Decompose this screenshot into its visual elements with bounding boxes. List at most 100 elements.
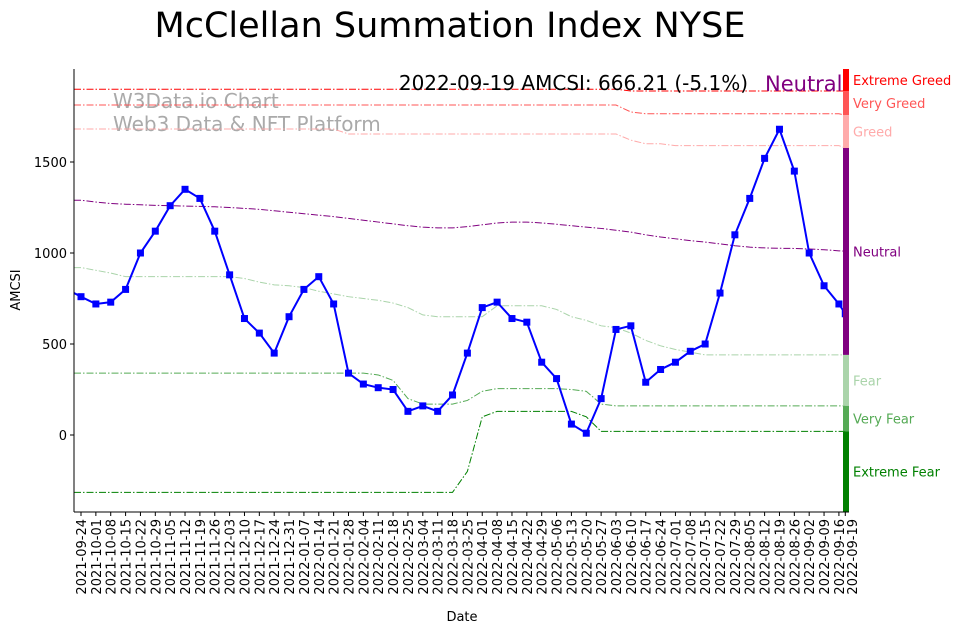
x-tick-label: 2022-04-22 [521,519,536,595]
amcsi-marker [300,285,308,293]
amcsi-marker [805,249,813,257]
x-tick-label: 2022-01-14 [313,519,328,595]
zone-bar-very-fear [843,405,849,432]
x-tick-label: 2022-03-11 [432,519,447,595]
amcsi-marker [746,194,754,202]
zone-label-neutral: Neutral [853,245,901,260]
amcsi-marker [582,429,590,437]
amcsi-marker [775,125,783,133]
zone-label-very-fear: Very Fear [853,413,915,428]
x-tick-label: 2021-10-01 [90,519,105,595]
zone-label-very-greed: Very Greed [853,97,925,112]
amcsi-marker [449,391,457,399]
x-tick-label: 2022-06-17 [640,519,655,595]
x-tick-label: 2022-05-20 [580,519,595,595]
y-axis-label: AMCSI [9,269,24,310]
amcsi-marker [404,407,412,415]
x-tick-label: 2021-12-24 [268,519,283,595]
amcsi-marker [434,407,442,415]
watermark-line-2: Web3 Data & NFT Platform [113,112,381,136]
zone-label-extreme-greed: Extreme Greed [853,74,951,89]
zone-label-greed: Greed [853,126,892,141]
amcsi-marker [211,227,219,235]
x-tick-label: 2021-10-29 [149,519,164,595]
x-tick-label: 2022-02-25 [402,519,417,595]
current-state-annotation: Neutral [765,72,843,96]
amcsi-marker [226,271,234,279]
x-tick-label: 2022-02-11 [372,519,387,595]
amcsi-marker [701,340,709,348]
amcsi-marker [538,358,546,366]
x-tick-label: 2022-02-04 [357,519,372,595]
amcsi-marker [478,304,486,312]
amcsi-marker [612,325,620,333]
amcsi-marker [553,375,561,383]
x-tick-label: 2022-08-12 [759,519,774,595]
x-tick-label: 2021-10-08 [105,519,120,595]
threshold-line-extreme-fear [74,410,846,493]
amcsi-marker [270,349,278,357]
x-tick-label: 2022-08-05 [744,519,759,595]
x-tick-label: 2021-11-19 [194,519,209,595]
x-tick-label: 2022-04-01 [476,519,491,595]
amcsi-marker [790,167,798,175]
current-value-annotation: 2022-09-19 AMCSI: 666.21 (-5.1%) [399,71,748,95]
x-tick-label: 2022-05-13 [565,519,580,595]
amcsi-marker [686,347,694,355]
amcsi-marker [597,395,605,403]
threshold-line-neutral [74,199,846,252]
amcsi-marker [642,378,650,386]
chart-title: McClellan Summation Index NYSE [155,6,746,46]
amcsi-marker [315,273,323,281]
zone-bar-fear [843,354,849,406]
x-tick-label: 2022-05-06 [551,519,566,595]
watermark-line-1: W3Data.io Chart [113,89,279,113]
zone-bar-extreme-greed [843,69,849,92]
amcsi-marker [716,289,724,297]
y-tick-label: 1000 [34,247,67,262]
x-tick-label: 2022-08-19 [773,519,788,595]
x-tick-label: 2022-07-01 [669,519,684,595]
x-tick-label: 2021-10-22 [134,519,149,595]
x-tick-label: 2021-09-24 [75,519,90,595]
amcsi-marker [151,227,159,235]
x-tick-label: 2022-04-15 [506,519,521,595]
threshold-line-fear [74,267,846,356]
x-tick-label: 2022-04-29 [536,519,551,595]
amcsi-marker [374,384,382,392]
amcsi-marker [627,322,635,330]
amcsi-marker [359,380,367,388]
amcsi-marker [671,358,679,366]
zone-bar-very-greed [843,91,849,116]
amcsi-marker [389,386,397,394]
x-tick-label: 2022-08-26 [788,519,803,595]
amcsi-line [73,126,847,435]
threshold-line-very-greed [74,104,846,116]
amcsi-marker [820,282,828,290]
amcsi-marker [196,194,204,202]
amcsi-marker [657,365,665,373]
x-tick-label: 2022-03-18 [447,519,462,595]
amcsi-marker [92,300,100,308]
amcsi-marker [508,315,516,323]
zone-bar-greed [843,115,849,148]
x-tick-label: 2022-07-08 [684,519,699,595]
threshold-line-greed [74,128,846,149]
x-tick-label: 2021-11-05 [164,519,179,595]
amcsi-marker [255,329,263,337]
x-tick-label: 2022-07-22 [714,519,729,595]
amcsi-marker [77,293,85,301]
amcsi-marker [731,231,739,239]
y-tick-label: 500 [42,338,67,353]
amcsi-marker [107,298,115,306]
zone-bar-extreme-fear [843,431,849,512]
amcsi-marker [181,185,189,193]
x-tick-label: 2022-05-27 [595,519,610,595]
x-tick-label: 2021-11-12 [179,519,194,595]
amcsi-marker [463,349,471,357]
x-tick-label: 2022-02-18 [387,519,402,595]
x-tick-label: 2022-09-09 [818,519,833,595]
threshold-line-very-fear [74,372,846,407]
x-tick-label: 2022-09-02 [803,519,818,595]
